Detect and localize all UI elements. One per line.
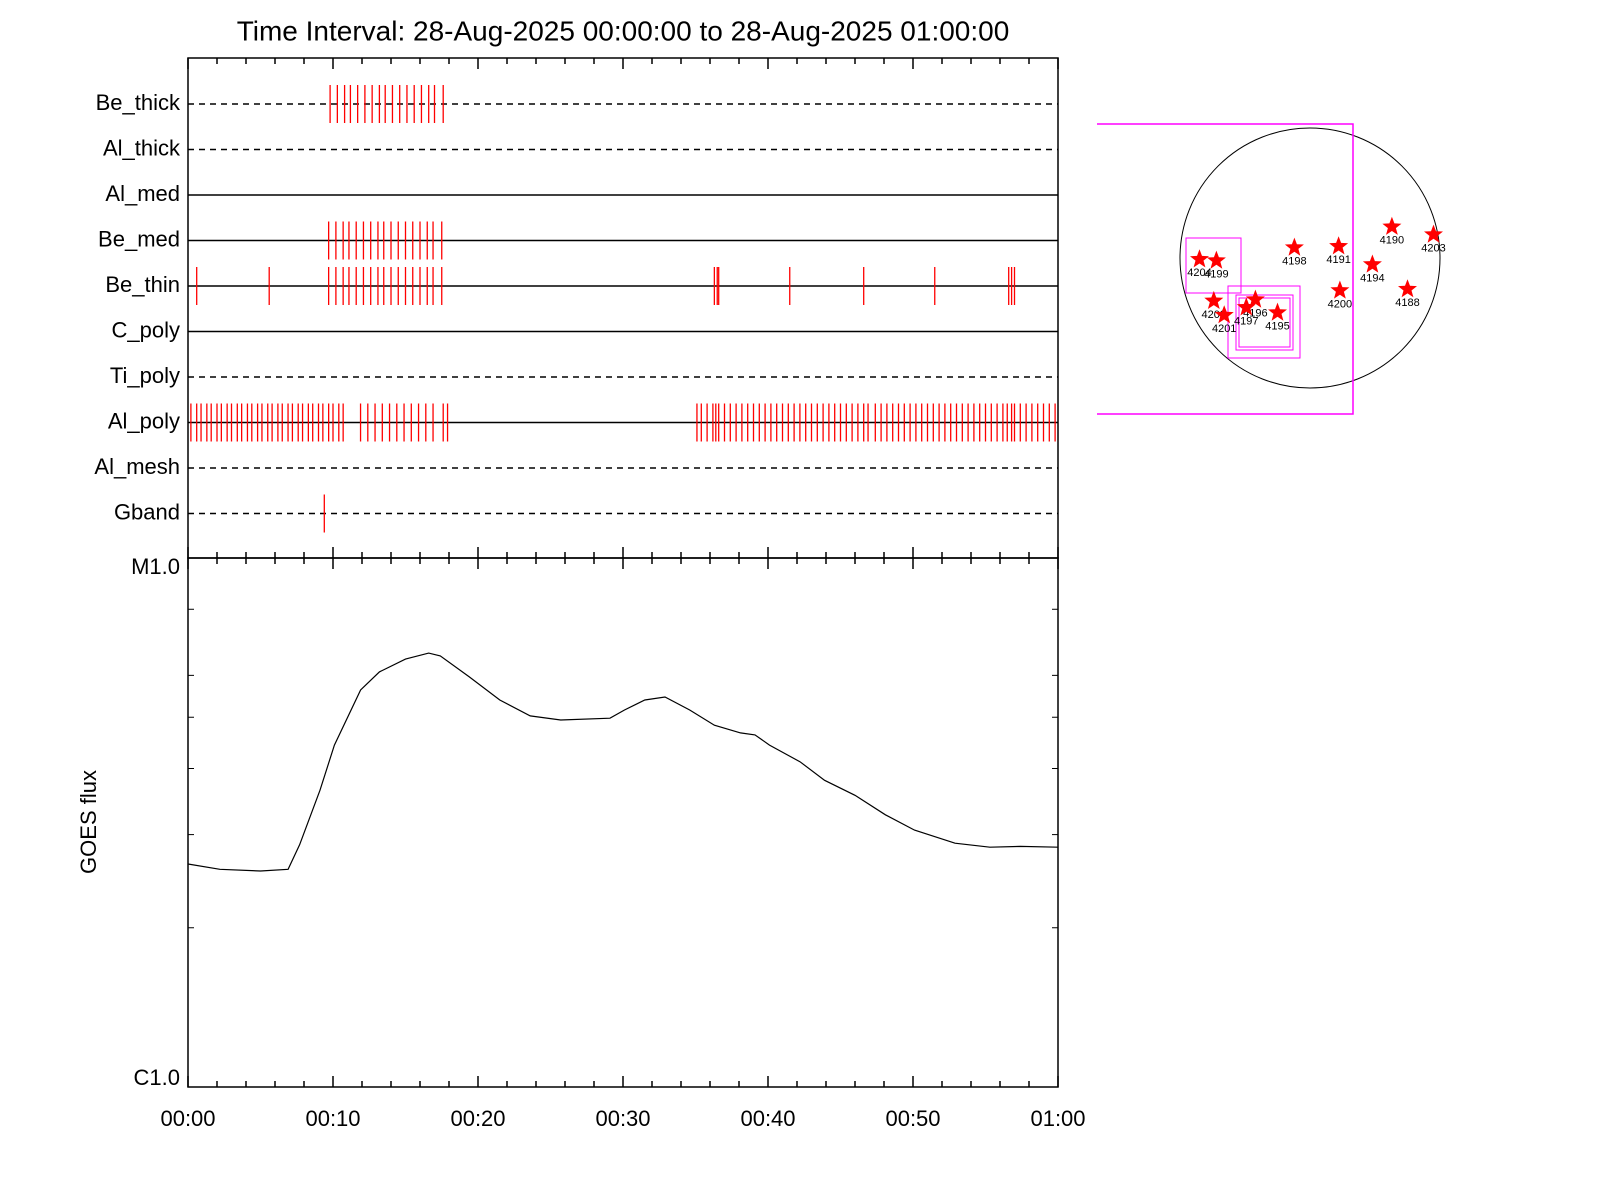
region-star: [1214, 305, 1234, 324]
row-label: Al_mesh: [94, 454, 180, 479]
event-panel-frame: [187, 57, 1059, 559]
region-label: 4203: [1421, 243, 1445, 255]
x-tick-label: 00:30: [595, 1106, 650, 1131]
region-star: [1330, 280, 1350, 299]
region-star: [1424, 224, 1443, 243]
region-label: 4198: [1282, 256, 1306, 268]
x-tick-label: 00:20: [450, 1106, 505, 1131]
region-star: [1190, 249, 1209, 268]
x-tick-label: 01:00: [1030, 1106, 1085, 1131]
region-star: [1284, 237, 1304, 256]
x-tick-label: 00:10: [305, 1106, 360, 1131]
x-tick-label: 00:00: [160, 1106, 215, 1131]
row-label: Be_med: [98, 226, 180, 251]
y-tick-label: C1.0: [134, 1065, 180, 1090]
row-label: Al_med: [105, 181, 180, 206]
region-label: 4191: [1326, 254, 1350, 266]
region-label: 4195: [1265, 321, 1289, 333]
row-label: Ti_poly: [110, 363, 180, 388]
x-tick-label: 00:50: [885, 1106, 940, 1131]
region-star: [1236, 297, 1256, 316]
region-label: 4204: [1187, 267, 1211, 279]
region-label: 4190: [1380, 235, 1404, 247]
region-star: [1398, 279, 1417, 298]
sun-map-frame: [1097, 123, 1441, 415]
row-label: Al_thick: [103, 135, 181, 160]
region-box: [1227, 285, 1301, 359]
region-box: [1235, 294, 1294, 351]
row-label: Gband: [114, 499, 180, 524]
region-star: [1382, 216, 1402, 235]
y-tick-label: M1.0: [131, 554, 180, 579]
region-star: [1206, 250, 1226, 269]
goes-panel-frame: [187, 557, 1059, 1088]
region-label: 4201: [1212, 323, 1236, 335]
row-label: Al_poly: [108, 408, 180, 433]
region-star: [1268, 302, 1287, 321]
region-star: [1329, 236, 1349, 255]
goes-flux-line: [187, 652, 1059, 872]
region-label: 4194: [1360, 272, 1384, 284]
region-star: [1245, 289, 1265, 308]
region-label: 4197: [1234, 315, 1258, 327]
region-label: 4199: [1204, 269, 1228, 281]
region-box: [1238, 297, 1291, 348]
solar-disk: [1179, 127, 1441, 389]
row-label: C_poly: [112, 317, 180, 342]
region-star: [1204, 290, 1224, 309]
region-star: [1362, 254, 1382, 273]
field-of-view: [1097, 123, 1354, 415]
y-axis-label: GOES flux: [76, 770, 101, 874]
region-label: 4188: [1395, 297, 1419, 309]
row-label: Be_thin: [105, 272, 180, 297]
x-tick-label: 00:40: [740, 1106, 795, 1131]
row-label: Be_thick: [96, 90, 181, 115]
region-label: 4200: [1328, 298, 1352, 310]
chart-title: Time Interval: 28-Aug-2025 00:00:00 to 2…: [237, 15, 1010, 46]
